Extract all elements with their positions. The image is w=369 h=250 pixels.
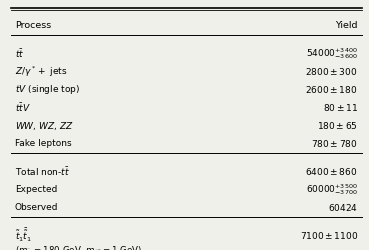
Text: Expected: Expected — [15, 185, 57, 194]
Text: $54000^{+3400}_{-3600}$: $54000^{+3400}_{-3600}$ — [306, 46, 358, 61]
Text: $t\bar{t}V$: $t\bar{t}V$ — [15, 101, 31, 114]
Text: $tV$ (single top): $tV$ (single top) — [15, 83, 80, 96]
Text: $t\bar{t}$: $t\bar{t}$ — [15, 47, 24, 60]
Text: $60000^{+3500}_{-3700}$: $60000^{+3500}_{-3700}$ — [306, 182, 358, 197]
Text: $780 \pm 780$: $780 \pm 780$ — [311, 138, 358, 149]
Text: Process: Process — [15, 21, 51, 30]
Text: Yield: Yield — [335, 21, 358, 30]
Text: $80 \pm 11$: $80 \pm 11$ — [323, 102, 358, 113]
Text: $(m_{\tilde{t}_1} = 180$ GeV, $m_{\tilde{\chi}^0_1} = 1$ GeV$)$: $(m_{\tilde{t}_1} = 180$ GeV, $m_{\tilde… — [15, 244, 142, 250]
Text: $WW$, $WZ$, $ZZ$: $WW$, $WZ$, $ZZ$ — [15, 120, 73, 132]
Text: Observed: Observed — [15, 203, 58, 212]
Text: $\tilde{t}_1\bar{\tilde{t}}_1$: $\tilde{t}_1\bar{\tilde{t}}_1$ — [15, 227, 32, 244]
Text: Fake leptons: Fake leptons — [15, 139, 71, 148]
Text: $7100 \pm 1100$: $7100 \pm 1100$ — [300, 230, 358, 241]
Text: $2600 \pm 180$: $2600 \pm 180$ — [306, 84, 358, 95]
Text: $Z/\gamma^* +$ jets: $Z/\gamma^* +$ jets — [15, 64, 68, 79]
Text: $6400 \pm 860$: $6400 \pm 860$ — [306, 166, 358, 177]
Text: $180 \pm 65$: $180 \pm 65$ — [317, 120, 358, 131]
Text: $60424$: $60424$ — [328, 202, 358, 213]
Text: $2800 \pm 300$: $2800 \pm 300$ — [306, 66, 358, 77]
Text: Total non-$t\bar{t}$: Total non-$t\bar{t}$ — [15, 165, 70, 178]
